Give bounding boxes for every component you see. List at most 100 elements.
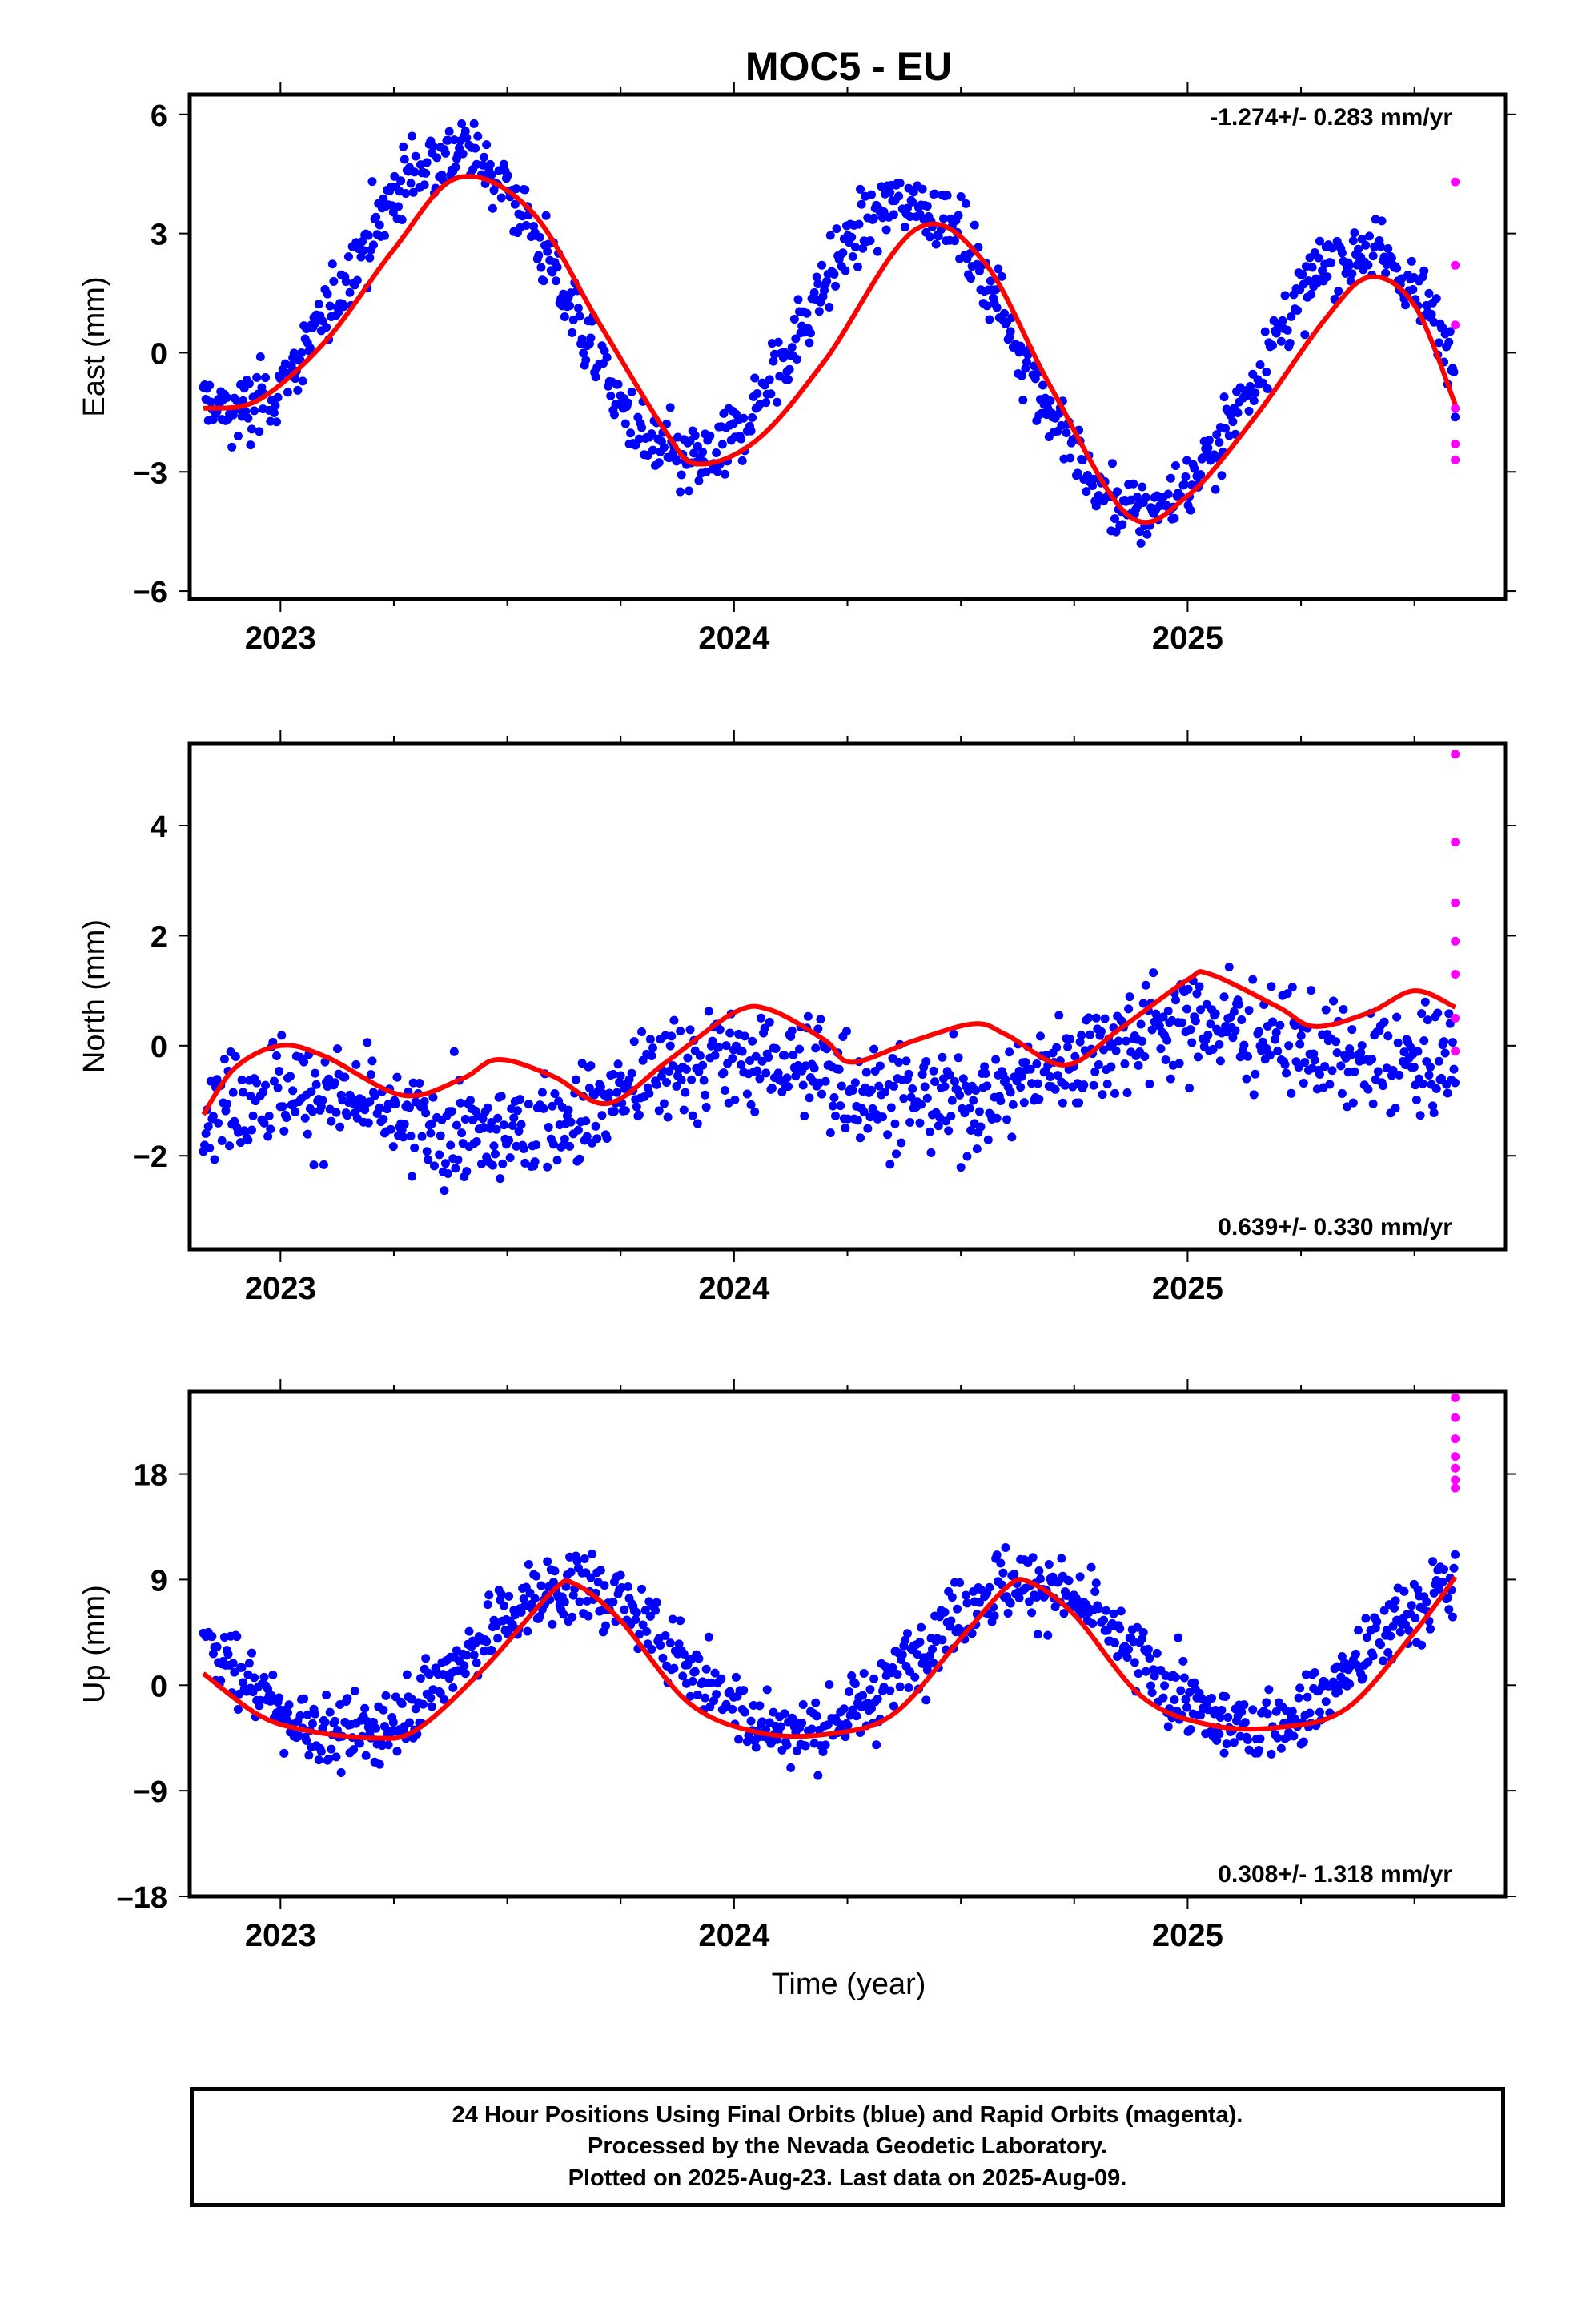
- final-orbit-point: [821, 1740, 830, 1750]
- final-orbit-point: [406, 1132, 416, 1141]
- final-orbit-point: [817, 1089, 826, 1099]
- final-orbit-point: [379, 194, 388, 203]
- final-orbit-point: [422, 158, 432, 167]
- final-orbit-point: [985, 315, 994, 324]
- final-orbit-point: [734, 1735, 744, 1744]
- final-orbit-point: [298, 376, 307, 386]
- final-orbit-point: [922, 201, 932, 211]
- final-orbit-point: [222, 1099, 231, 1108]
- final-orbit-point: [861, 1068, 871, 1077]
- final-orbit-point: [415, 1078, 424, 1088]
- final-orbit-point: [1195, 982, 1204, 991]
- final-orbit-point: [1406, 1043, 1415, 1052]
- final-orbit-point: [349, 1745, 359, 1755]
- final-orbit-point: [588, 1550, 597, 1559]
- final-orbit-point: [1267, 1749, 1276, 1759]
- final-orbit-point: [850, 1679, 860, 1688]
- final-orbit-point: [487, 1117, 496, 1127]
- chart-title: MOC5 - EU: [745, 44, 952, 89]
- final-orbit-point: [1163, 489, 1173, 499]
- final-orbit-point: [946, 1616, 956, 1626]
- final-orbit-point: [1423, 1015, 1432, 1025]
- final-orbit-point: [652, 1598, 661, 1607]
- final-orbit-point: [659, 1099, 669, 1108]
- final-orbit-point: [797, 1718, 807, 1727]
- final-orbit-point: [1451, 1550, 1460, 1559]
- final-orbit-point: [283, 388, 292, 397]
- final-orbit-point: [1147, 1025, 1157, 1035]
- final-orbit-point: [737, 1047, 747, 1056]
- final-orbit-point: [825, 302, 834, 312]
- final-orbit-point: [773, 337, 783, 347]
- final-orbit-point: [1147, 1687, 1157, 1697]
- final-orbit-point: [1400, 300, 1410, 310]
- final-orbit-point: [992, 1550, 1002, 1560]
- final-orbit-point: [309, 1160, 319, 1170]
- final-orbit-point: [1383, 244, 1393, 254]
- final-orbit-point: [1129, 479, 1138, 489]
- final-orbit-point: [717, 1674, 726, 1683]
- final-orbit-point: [869, 213, 879, 223]
- y-tick-label: 2: [151, 920, 167, 954]
- final-orbit-point: [219, 1055, 229, 1064]
- rapid-orbit-point: [1451, 404, 1460, 413]
- final-orbit-point: [329, 276, 339, 286]
- final-orbit-point: [230, 1667, 239, 1677]
- final-orbit-point: [1094, 1059, 1103, 1069]
- final-orbit-point: [1017, 1072, 1026, 1081]
- final-orbit-point: [1428, 1557, 1438, 1566]
- final-orbit-point: [805, 1093, 814, 1103]
- final-orbit-point: [1211, 1705, 1220, 1715]
- final-orbit-point: [881, 1087, 890, 1096]
- final-orbit-point: [460, 127, 470, 136]
- final-orbit-point: [1347, 269, 1357, 279]
- final-orbit-point: [476, 1159, 486, 1168]
- final-orbit-point: [1078, 456, 1087, 465]
- final-orbit-point: [469, 119, 479, 128]
- final-orbit-point: [1265, 1051, 1275, 1060]
- final-orbit-point: [1235, 999, 1244, 1009]
- rapid-orbit-point: [1451, 177, 1460, 187]
- final-orbit-point: [1190, 1678, 1199, 1687]
- rapid-orbit-point: [1451, 970, 1460, 979]
- final-orbit-point: [478, 1114, 488, 1124]
- final-orbit-point: [1027, 1608, 1037, 1618]
- final-orbit-point: [769, 1707, 778, 1717]
- final-orbit-point: [370, 1091, 379, 1100]
- final-orbit-point: [1022, 357, 1031, 367]
- final-orbit-point: [340, 1072, 350, 1082]
- final-orbit-point: [1136, 1019, 1146, 1029]
- final-orbit-point: [1182, 1703, 1191, 1712]
- final-orbit-point: [424, 1155, 433, 1164]
- final-orbit-point: [244, 379, 254, 388]
- final-orbit-point: [1383, 1647, 1393, 1657]
- final-orbit-point: [679, 1105, 689, 1115]
- final-orbit-point: [821, 1076, 830, 1086]
- final-orbit-point: [771, 1043, 781, 1053]
- final-orbit-point: [314, 300, 323, 309]
- final-orbit-point: [1181, 1695, 1191, 1704]
- final-orbit-point: [1215, 1039, 1224, 1049]
- final-orbit-point: [814, 307, 824, 316]
- final-orbit-point: [1293, 305, 1303, 315]
- final-orbit-point: [239, 1088, 248, 1097]
- final-orbit-point: [1158, 1012, 1168, 1022]
- final-orbit-point: [780, 1051, 789, 1060]
- final-orbit-point: [1251, 388, 1260, 398]
- final-orbit-point: [1107, 459, 1117, 468]
- final-orbit-point: [904, 1069, 913, 1079]
- final-orbit-point: [1289, 1731, 1299, 1741]
- final-orbit-point: [1294, 1693, 1303, 1703]
- final-orbit-point: [1348, 1098, 1358, 1108]
- final-orbit-point: [435, 1150, 444, 1160]
- final-orbit-point: [543, 247, 552, 256]
- final-orbit-point: [969, 1096, 978, 1105]
- final-orbit-point: [620, 1106, 630, 1116]
- final-orbit-point: [228, 1659, 238, 1668]
- final-orbit-point: [1215, 1056, 1225, 1066]
- final-orbit-point: [966, 274, 976, 283]
- final-orbit-point: [499, 159, 508, 169]
- final-orbit-point: [327, 1116, 336, 1126]
- final-orbit-point: [1254, 1027, 1263, 1036]
- final-orbit-point: [853, 1116, 862, 1125]
